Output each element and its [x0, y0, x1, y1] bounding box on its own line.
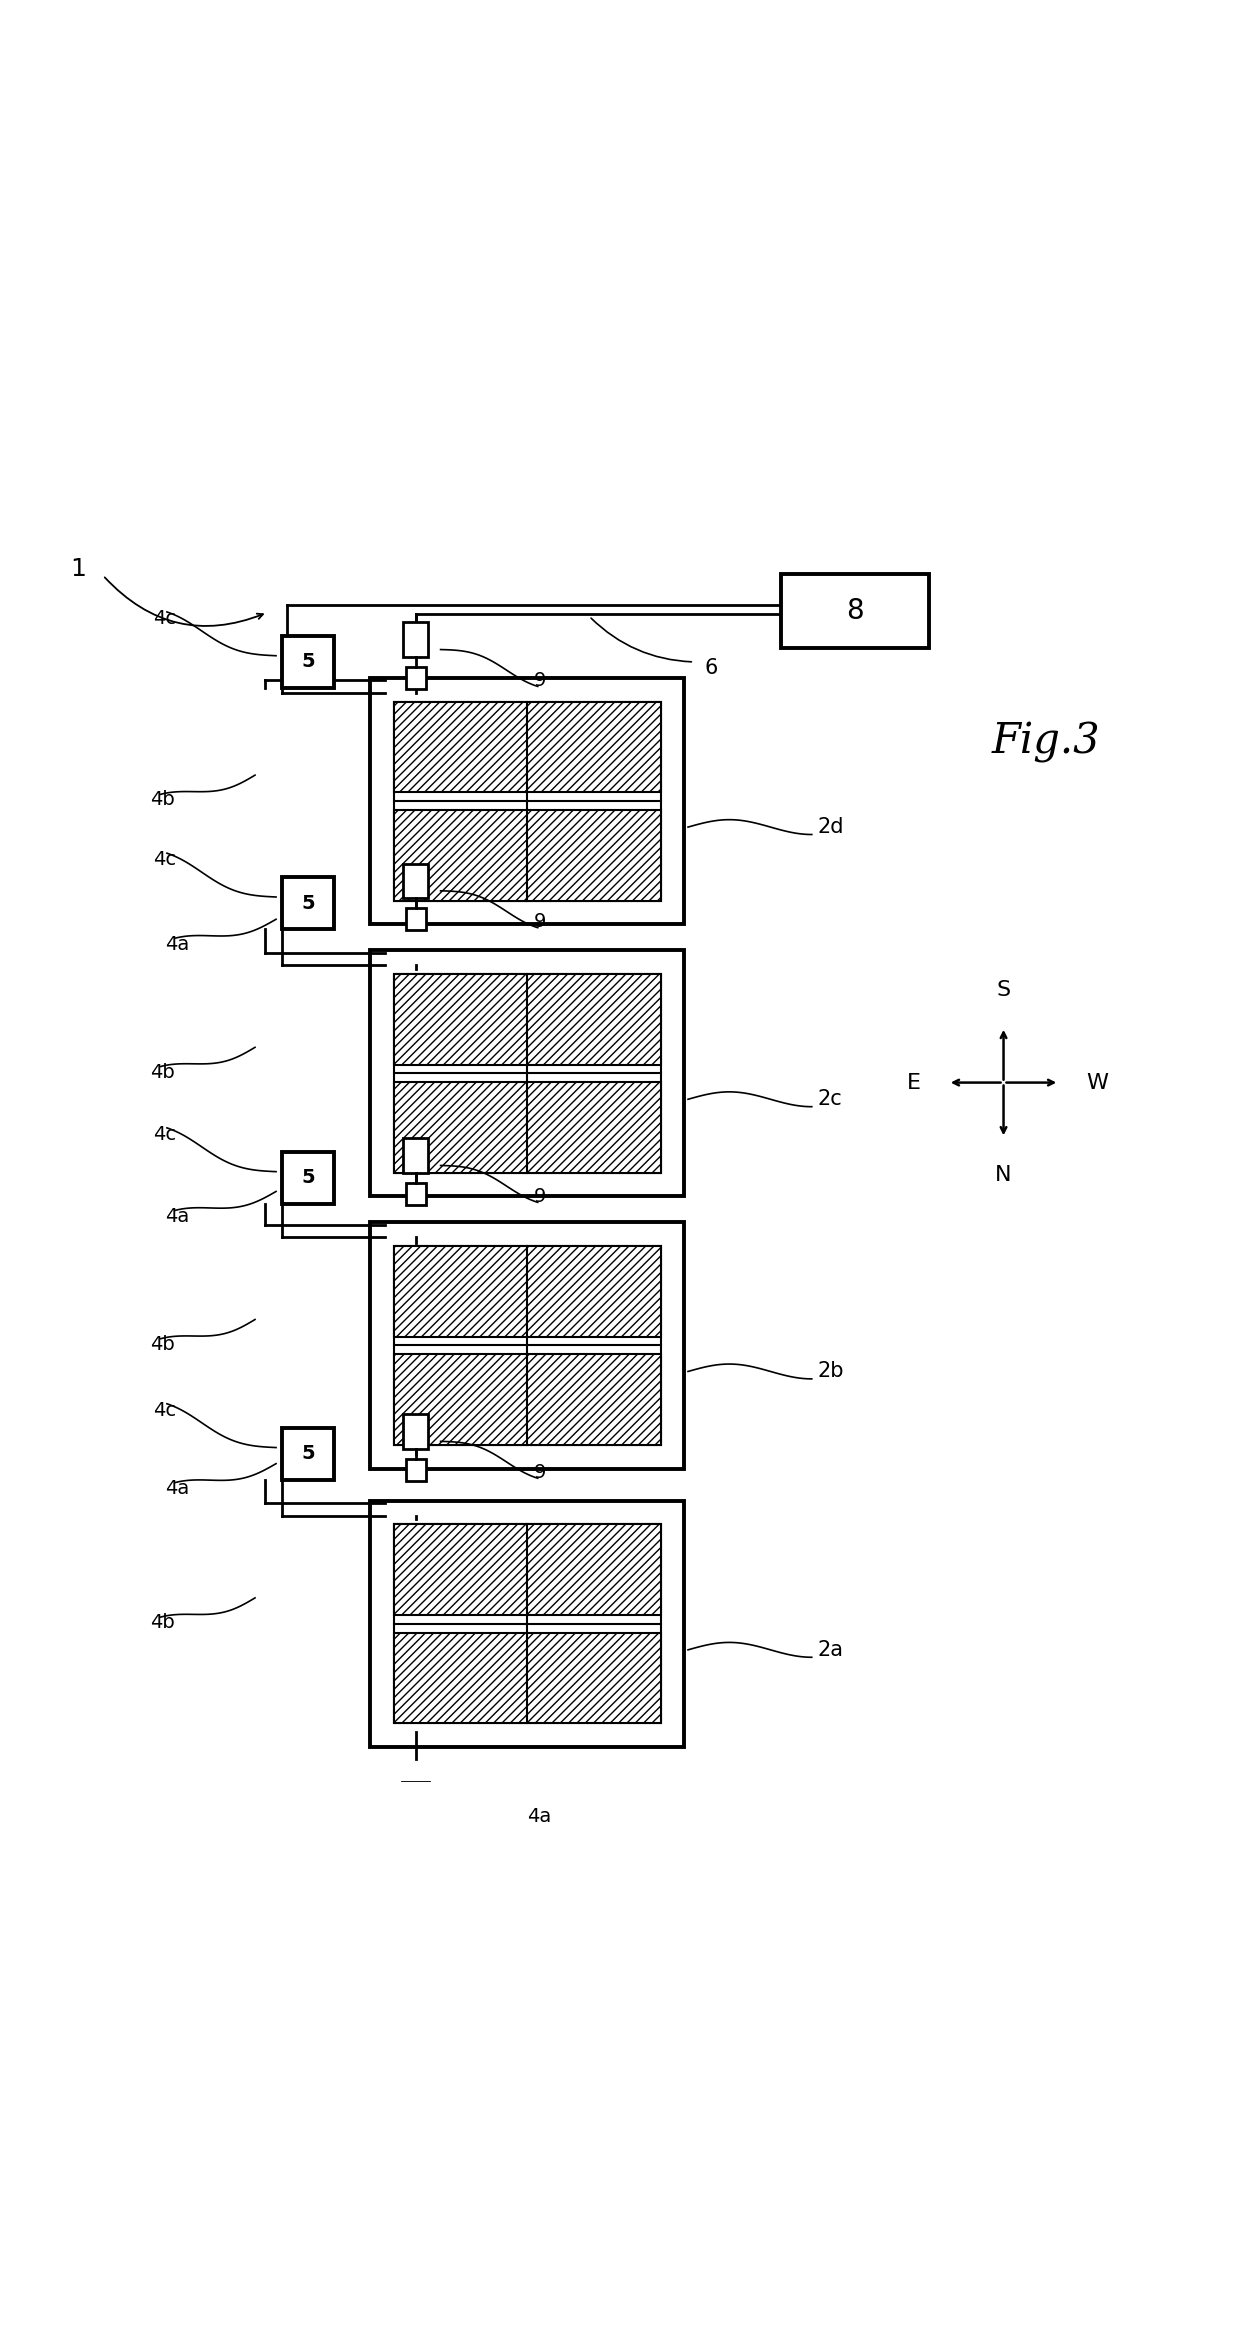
Bar	[403, 1414, 428, 1449]
Text: 5: 5	[301, 651, 315, 672]
Bar	[393, 1247, 661, 1337]
Bar	[781, 575, 929, 649]
Text: 4c: 4c	[153, 1126, 176, 1144]
Bar	[283, 877, 335, 928]
Text: 4a: 4a	[165, 935, 190, 954]
Bar	[405, 1184, 425, 1205]
Bar	[370, 677, 684, 923]
Text: 5: 5	[301, 893, 315, 912]
Bar	[393, 1247, 661, 1444]
Text: 4b: 4b	[150, 791, 175, 809]
Text: 2a: 2a	[818, 1640, 844, 1661]
Text: 2d: 2d	[818, 816, 844, 837]
Bar	[393, 1633, 661, 1724]
Bar	[393, 1082, 661, 1172]
Bar	[405, 907, 425, 930]
Text: 4b: 4b	[150, 1335, 175, 1354]
Text: E: E	[906, 1072, 920, 1093]
Text: 9: 9	[533, 670, 546, 691]
Bar	[283, 635, 335, 688]
Bar	[283, 1151, 335, 1205]
Text: 4a: 4a	[165, 1207, 190, 1226]
Bar	[409, 1800, 422, 1814]
Bar	[393, 1354, 661, 1444]
Bar	[393, 975, 661, 1172]
Text: 9: 9	[533, 1463, 546, 1482]
Text: Fig.3: Fig.3	[991, 721, 1100, 763]
Text: N: N	[996, 1165, 1012, 1186]
Bar	[370, 1500, 684, 1747]
Bar	[393, 1524, 661, 1614]
Text: 4c: 4c	[153, 609, 176, 628]
Text: 4a: 4a	[165, 1479, 190, 1498]
Bar	[403, 863, 428, 898]
Bar	[405, 1458, 425, 1482]
Bar	[283, 1428, 335, 1479]
Text: 6: 6	[704, 658, 718, 679]
Bar	[370, 951, 684, 1196]
Text: 4c: 4c	[153, 851, 176, 870]
Text: 8: 8	[846, 598, 864, 626]
Bar	[405, 668, 425, 688]
Text: 2c: 2c	[818, 1089, 843, 1110]
Text: 4c: 4c	[153, 1400, 176, 1419]
Bar	[393, 1524, 661, 1724]
Text: 5: 5	[301, 1444, 315, 1463]
Text: 9: 9	[533, 1186, 546, 1205]
Bar	[393, 975, 661, 1065]
Text: 5: 5	[301, 1168, 315, 1186]
Text: 4a: 4a	[527, 1807, 552, 1826]
Bar	[393, 702, 661, 900]
Bar	[402, 1782, 429, 1800]
Bar	[393, 702, 661, 793]
Bar	[393, 809, 661, 900]
Text: S: S	[997, 979, 1011, 1000]
Text: W: W	[1086, 1072, 1109, 1093]
Bar	[403, 623, 428, 656]
Bar	[403, 1137, 428, 1172]
Text: 1: 1	[71, 558, 86, 582]
Text: 2b: 2b	[818, 1361, 844, 1382]
Bar	[370, 1223, 684, 1468]
Text: 4b: 4b	[150, 1614, 175, 1633]
Text: 9: 9	[533, 912, 546, 930]
Text: 4b: 4b	[150, 1063, 175, 1082]
